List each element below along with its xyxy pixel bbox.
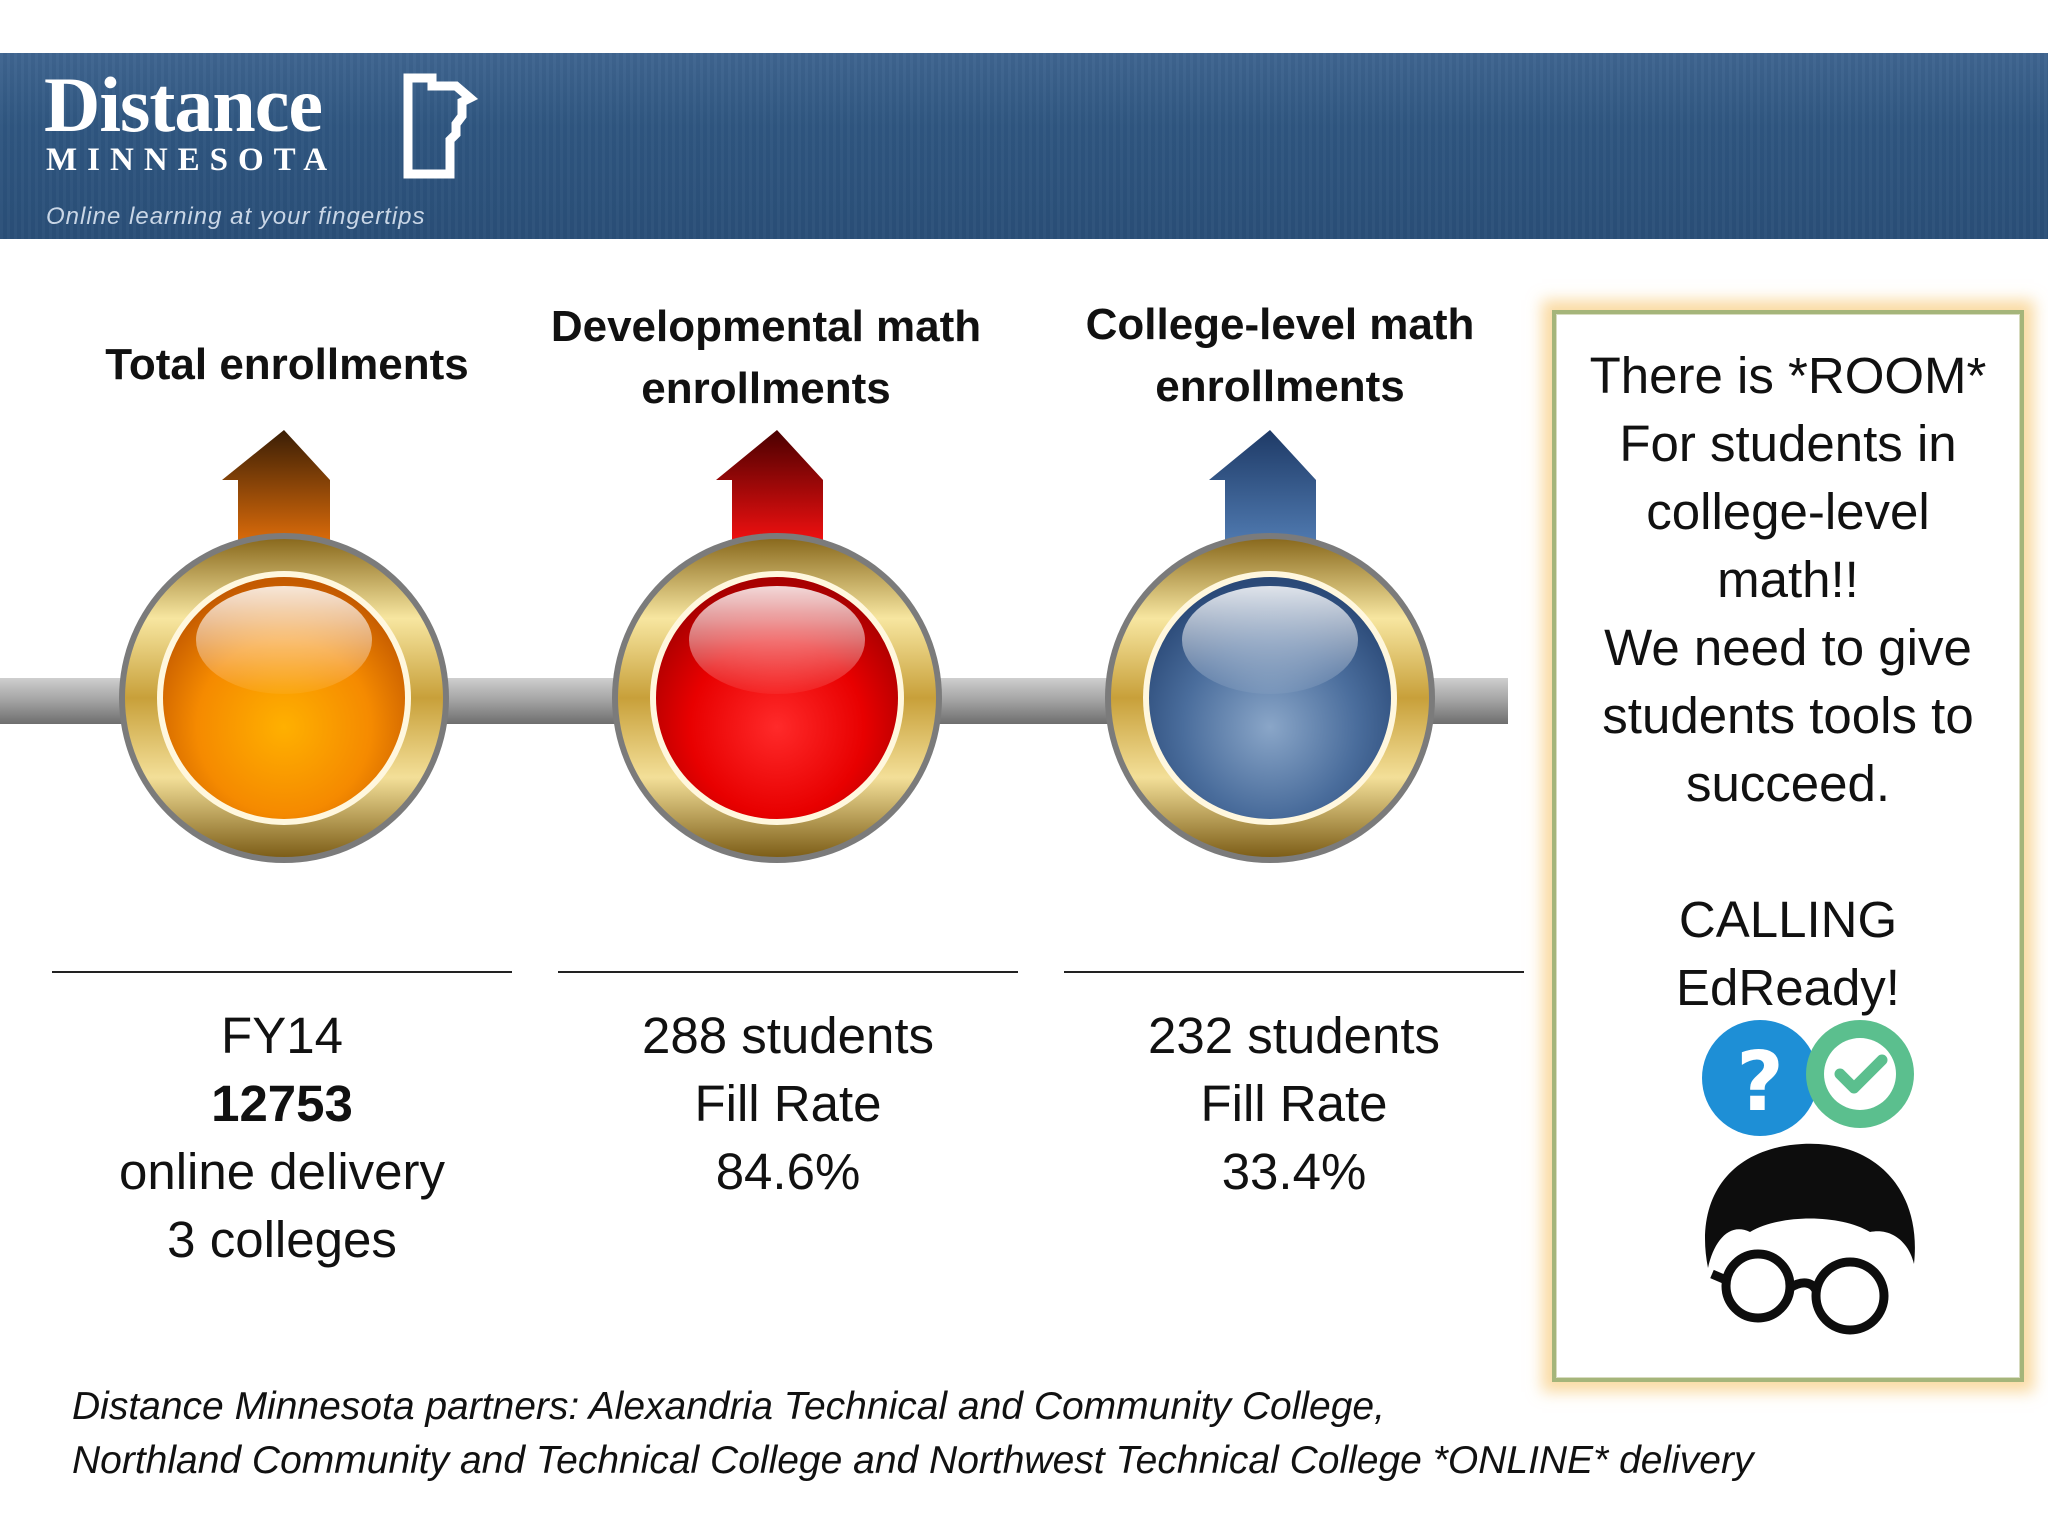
stat-developmental-math: 288 students Fill Rate 84.6% (558, 1002, 1018, 1206)
callout-text: There is *ROOM* For students in college-… (1556, 342, 2020, 1022)
stat-line: online delivery (118, 1143, 446, 1200)
callout-box: There is *ROOM* For students in college-… (1552, 310, 2024, 1382)
minnesota-state-icon (403, 73, 479, 179)
svg-text:?: ? (1736, 1035, 1784, 1130)
stat-college-level-math: 232 students Fill Rate 33.4% (1064, 1002, 1524, 1206)
stat-line: Fill Rate (694, 1075, 882, 1132)
callout-line: succeed. (1685, 755, 1891, 812)
footnote-line: Distance Minnesota partners: Alexandria … (72, 1385, 1385, 1428)
callout-line: There is *ROOM* (1589, 347, 1987, 404)
partners-footnote: Distance Minnesota partners: Alexandria … (72, 1380, 1753, 1488)
divider-rule (558, 971, 1018, 973)
logo-wordmark: Distance (44, 61, 323, 148)
callout-line: college-level (1646, 483, 1930, 540)
stat-line: 232 students (1147, 1007, 1441, 1064)
mascot-hair (1705, 1143, 1915, 1268)
timeline-node-college-level (1105, 430, 1435, 863)
heading-line: enrollments (1155, 362, 1405, 411)
glasses-icon (1710, 1249, 1889, 1335)
callout-line: students tools to (1602, 687, 1974, 744)
callout-line: CALLING (1678, 891, 1898, 948)
heading-line: Developmental math (550, 302, 982, 351)
stat-line: 288 students (641, 1007, 935, 1064)
timeline-node-developmental (612, 430, 942, 863)
header-banner (0, 53, 2048, 239)
heading-college-level-math: College-level math enrollments (1050, 294, 1510, 418)
stat-value: 84.6% (715, 1143, 861, 1200)
timeline-graphic (0, 430, 1508, 863)
timeline-node-total (119, 430, 449, 863)
logo-tagline: Online learning at your fingertips (46, 203, 426, 230)
divider-rule (52, 971, 512, 973)
callout-line: math!! (1717, 551, 1859, 608)
question-bubble-icon (1702, 1020, 1818, 1136)
stat-line: 3 colleges (167, 1211, 397, 1268)
stat-line: Fill Rate (1200, 1075, 1388, 1132)
heading-developmental-math: Developmental math enrollments (536, 296, 996, 420)
stat-value: 12753 (211, 1075, 353, 1132)
stat-line: FY14 (221, 1007, 343, 1064)
heading-total-enrollments: Total enrollments (105, 340, 469, 389)
callout-line: We need to give (1604, 619, 1972, 676)
stat-value: 33.4% (1221, 1143, 1367, 1200)
callout-line: EdReady! (1676, 959, 1900, 1016)
logo-subtitle: MINNESOTA (46, 142, 338, 178)
stat-total-enrollments: FY14 12753 online delivery 3 colleges (52, 1002, 512, 1274)
divider-rule (1064, 971, 1524, 973)
heading-line: College-level math (1085, 300, 1475, 349)
callout-line: For students in (1619, 415, 1957, 472)
edready-mascot-icon: ? (1702, 1020, 1915, 1335)
footnote-line: Northland Community and Technical Colleg… (72, 1439, 1754, 1482)
heading-line: enrollments (641, 364, 891, 413)
